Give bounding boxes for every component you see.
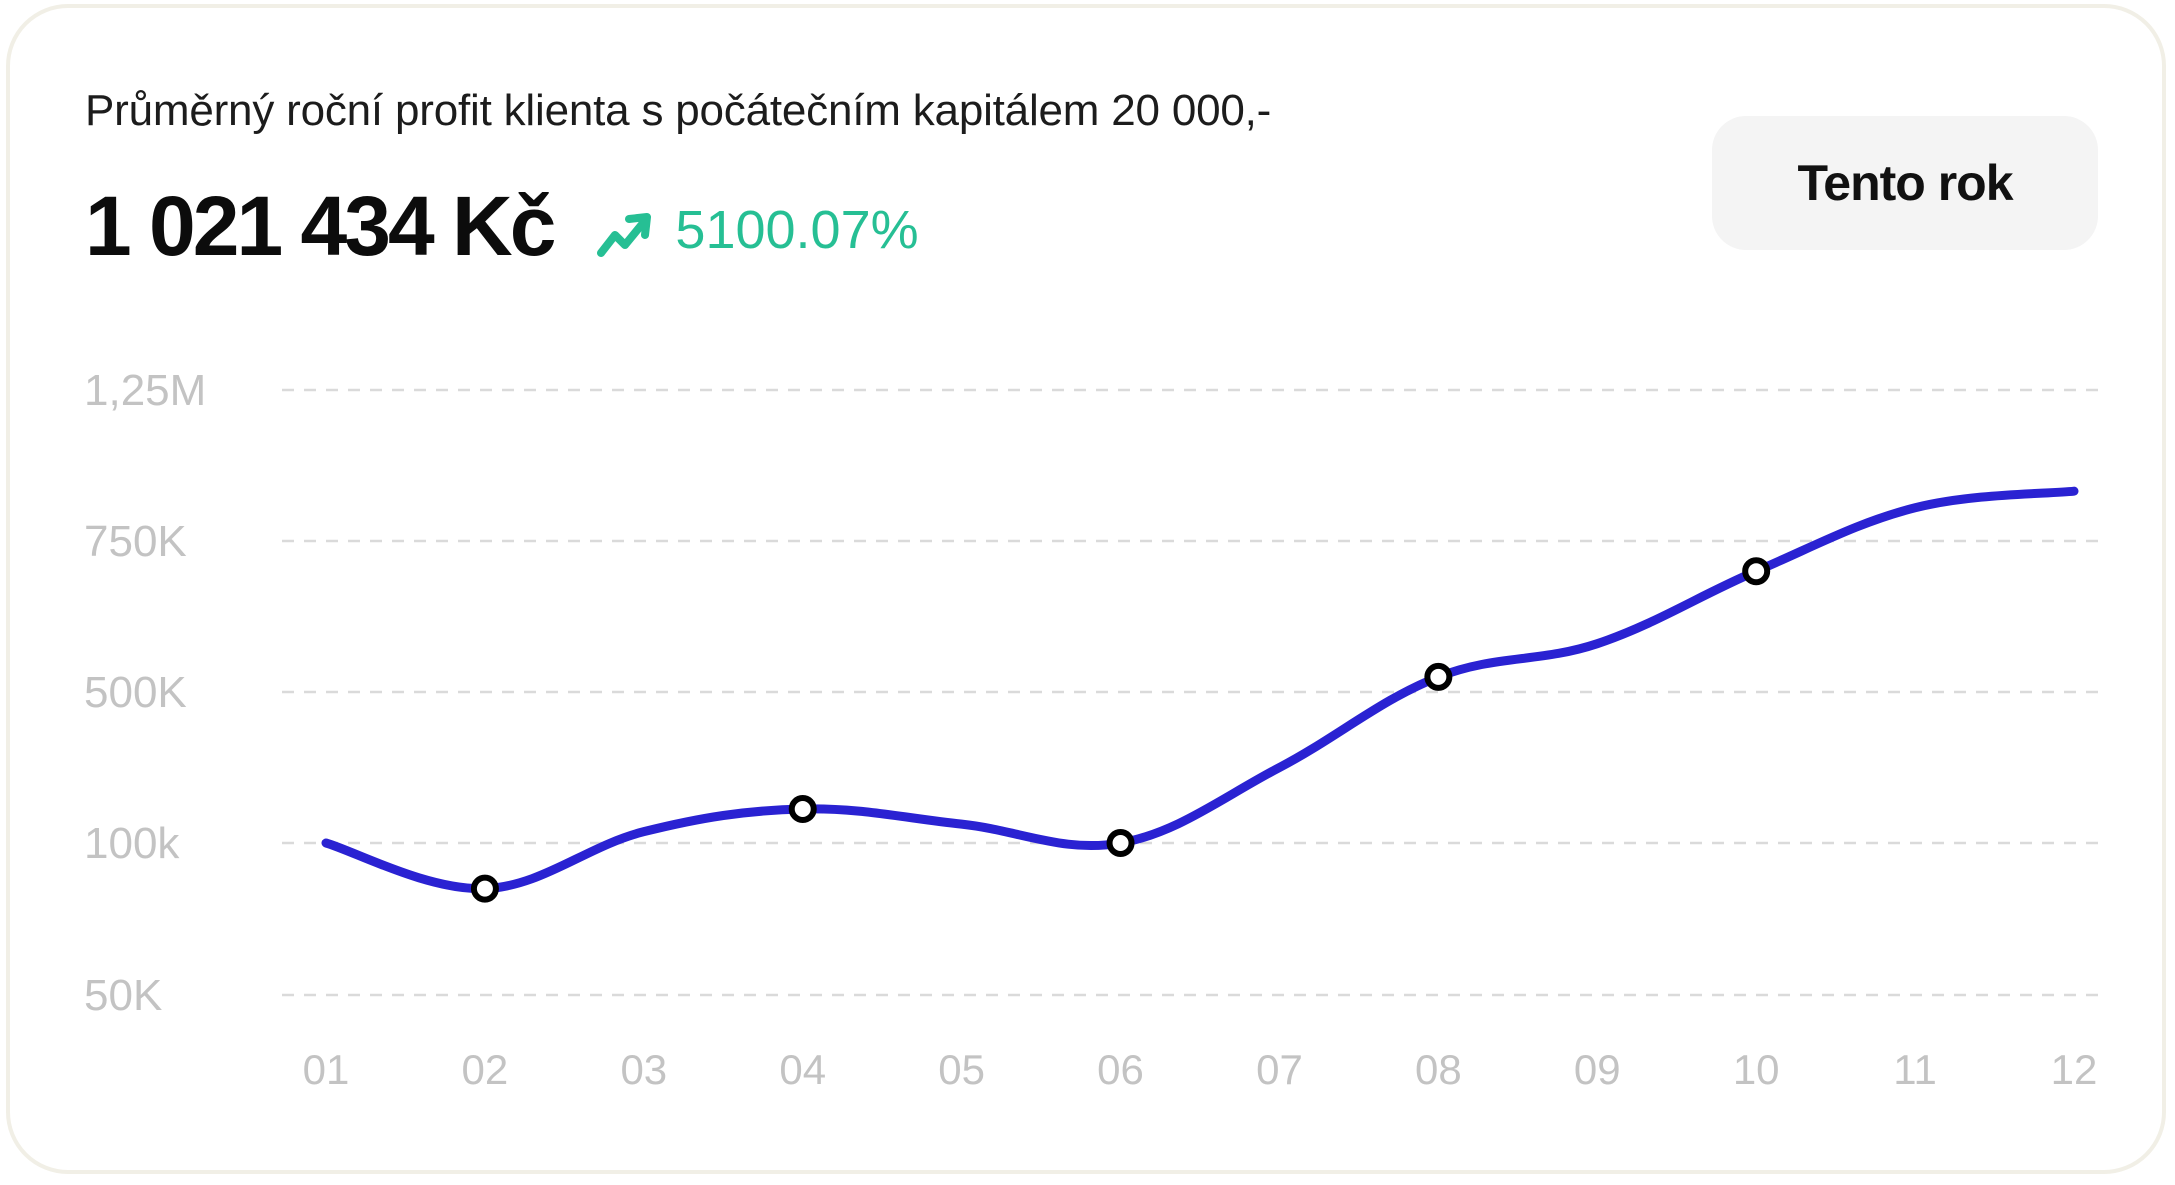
x-tick-label: 02 — [462, 1046, 509, 1093]
x-tick-label: 08 — [1415, 1046, 1462, 1093]
line-chart: 1,25M 750K 500K 100k 50K 01 02 03 04 05 06 07 08 09 1… — [84, 366, 2098, 1093]
y-tick-label: 1,25M — [84, 366, 206, 415]
x-tick-label: 06 — [1097, 1046, 1144, 1093]
grid-layer — [282, 388, 2098, 997]
x-tick-label: 07 — [1256, 1046, 1303, 1093]
x-tick-label: 10 — [1733, 1046, 1780, 1093]
data-point[interactable] — [470, 874, 499, 903]
trending-up-icon — [597, 213, 652, 257]
period-select-button[interactable]: Tento rok — [1712, 116, 2098, 250]
y-tick-label: 500K — [84, 668, 187, 717]
data-point[interactable] — [1424, 662, 1453, 691]
data-point[interactable] — [1106, 829, 1135, 857]
marker-layer — [470, 557, 1771, 903]
y-tick-label: 750K — [84, 517, 187, 566]
x-tick-label: 11 — [1893, 1046, 1937, 1093]
x-tick-label: 03 — [620, 1046, 667, 1093]
y-tick-label: 100k — [84, 819, 180, 868]
total-value: 1 021 434 Kč — [85, 179, 556, 273]
x-tick-label: 04 — [779, 1046, 826, 1093]
value-row: 1 021 434 Kč 5100.07% — [85, 178, 919, 275]
data-point[interactable] — [788, 795, 817, 824]
x-tick-label: 09 — [1574, 1046, 1621, 1093]
x-axis-ticks: 01 02 03 04 05 06 07 08 09 10 11 12 — [303, 1046, 2098, 1093]
change-percent: 5100.07% — [675, 200, 919, 260]
series-line — [321, 486, 2079, 894]
chart-subtitle: Průměrný roční profit klienta s počátečn… — [85, 86, 1272, 135]
x-tick-label: 05 — [938, 1046, 985, 1093]
series-layer — [321, 486, 2079, 894]
data-point[interactable] — [1742, 557, 1771, 586]
x-tick-label: 12 — [2051, 1046, 2098, 1093]
x-tick-label: 01 — [303, 1046, 350, 1093]
y-tick-label: 50K — [84, 971, 162, 1020]
y-axis-ticks: 1,25M 750K 500K 100k 50K — [84, 366, 206, 1020]
change-indicator: 5100.07% — [597, 199, 919, 261]
profit-card: Průměrný roční profit klienta s počátečn… — [6, 4, 2166, 1174]
